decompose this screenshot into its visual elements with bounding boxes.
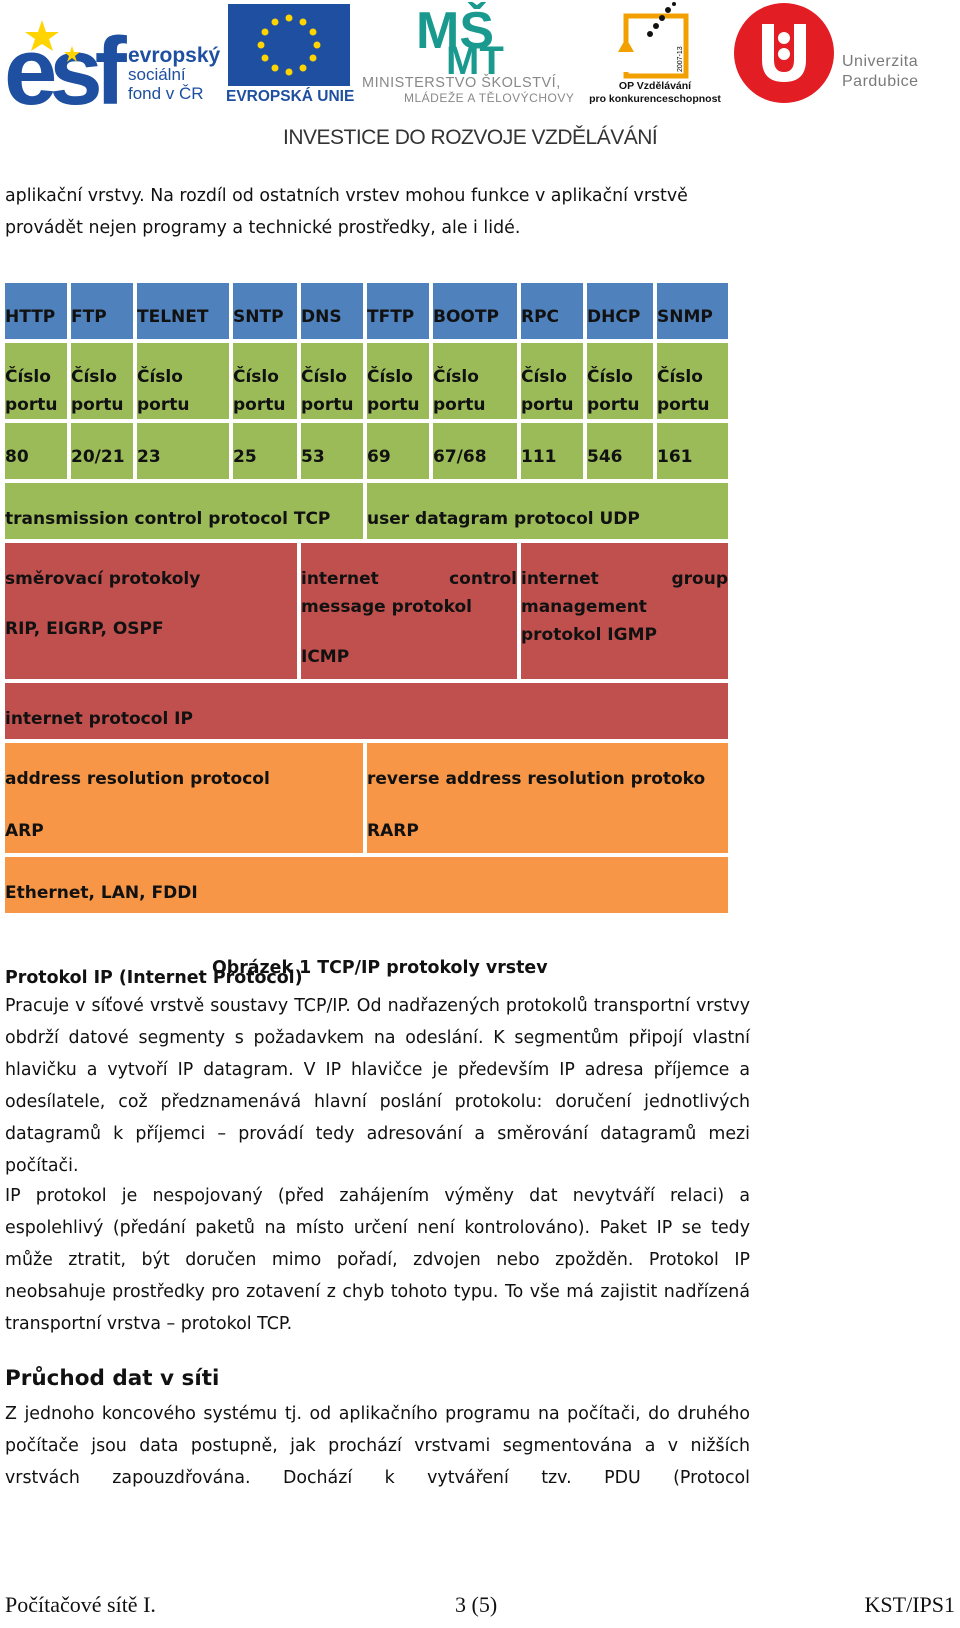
protocol-cell: RPC [521, 283, 583, 339]
port-label-cell: Číslo portu [137, 343, 229, 419]
page-footer: Počítačové sítě I. 3 (5) KST/IPS1 [0, 1592, 960, 1622]
port-label-cell: Číslo portu [657, 343, 728, 419]
footer-course: Počítačové sítě I. [5, 1592, 156, 1617]
upce-text: Univerzita Pardubice [842, 53, 919, 90]
port-number-cell: 25 [233, 423, 297, 479]
footer-code: KST/IPS1 [864, 1592, 955, 1617]
port-number-cell: 20/21 [71, 423, 133, 479]
port-label-cell: Číslo portu [5, 343, 67, 419]
protocol-cell: HTTP [5, 283, 67, 339]
port-number-cell: 53 [301, 423, 363, 479]
port-number-cell: 161 [657, 423, 728, 479]
section-heading-data-flow: Průchod dat v síti [5, 1366, 220, 1391]
msmt-logo: MŠ MT [416, 2, 504, 76]
port-label-cell: Číslo portu [587, 343, 653, 419]
routing-protocols-cell: směrovací protokoly RIP, EIGRP, OSPF [5, 543, 297, 679]
port-number-cell: 69 [367, 423, 429, 479]
port-number-cell: 67/68 [433, 423, 517, 479]
ip-cell: internet protocol IP [5, 683, 728, 739]
protocol-cell: BOOTP [433, 283, 517, 339]
paragraph-data-flow: Z jednoho koncového systému tj. od aplik… [5, 1404, 750, 1488]
msmt-text: MINISTERSTVO ŠKOLSTVÍ, MLÁDEŽE A TĚLOVÝC… [362, 75, 575, 106]
header-logos: esf evropský sociální fond v ČR EVROPSKÁ… [2, 2, 919, 149]
eu-flag-icon [228, 4, 350, 86]
protocol-cell: DHCP [587, 283, 653, 339]
esf-logo: esf [2, 6, 136, 110]
port-label-cell: Číslo portu [367, 343, 429, 419]
igmp-cell: internet group management protokol IGMP [521, 543, 728, 679]
protocol-cell: SNMP [657, 283, 728, 339]
paragraph-ip-2: IP protokol je nespojovaný (před zahájen… [5, 1186, 750, 1334]
port-label-cell: Číslo portu [433, 343, 517, 419]
port-number-cell: 23 [137, 423, 229, 479]
op-text: OP Vzdělávání pro konkurenceschopnost [589, 80, 721, 105]
section-heading-ip: Protokol IP (Internet Protocol) [5, 968, 303, 988]
svg-text:MT: MT [446, 39, 504, 76]
protocol-cell: FTP [71, 283, 133, 339]
svg-text:MŠ: MŠ [416, 2, 494, 60]
port-number-cell: 111 [521, 423, 583, 479]
upce-logo [734, 3, 834, 103]
arp-cell: address resolution protocol ARP [5, 743, 363, 853]
port-number-cell: 546 [587, 423, 653, 479]
protocol-cell: TELNET [137, 283, 229, 339]
rarp-cell: reverse address resolution protoko RARP [367, 743, 728, 853]
ethernet-cell: Ethernet, LAN, FDDI [5, 857, 728, 913]
esf-text: evropský sociální fond v ČR [128, 44, 221, 103]
tcp-cell: transmission control protocol TCP [5, 483, 363, 539]
protocol-cell: DNS [301, 283, 363, 339]
port-label-cell: Číslo portu [521, 343, 583, 419]
paragraph-ip-1: Pracuje v síťové vrstvě soustavy TCP/IP.… [5, 996, 750, 1176]
protocol-cell: TFTP [367, 283, 429, 339]
op-logo: 2007-13 [618, 2, 689, 79]
icmp-cell: internet control message protokol ICMP [301, 543, 517, 679]
port-label-cell: Číslo portu [301, 343, 363, 419]
eu-label: EVROPSKÁ UNIE [226, 88, 355, 105]
svg-text:2007-13: 2007-13 [677, 46, 684, 72]
port-label-cell: Číslo portu [71, 343, 133, 419]
protocol-cell: SNTP [233, 283, 297, 339]
svg-text:esf: esf [4, 18, 128, 110]
figure-caption: Obrázek 1 TCP/IP protokoly vrstev [212, 958, 548, 978]
udp-cell: user datagram protocol UDP [367, 483, 728, 539]
port-label-cell: Číslo portu [233, 343, 297, 419]
intro-paragraph: aplikační vrstvy. Na rozdíl od ostatních… [5, 186, 688, 238]
port-number-cell: 80 [5, 423, 67, 479]
footer-page-number: 3 (5) [455, 1592, 498, 1617]
